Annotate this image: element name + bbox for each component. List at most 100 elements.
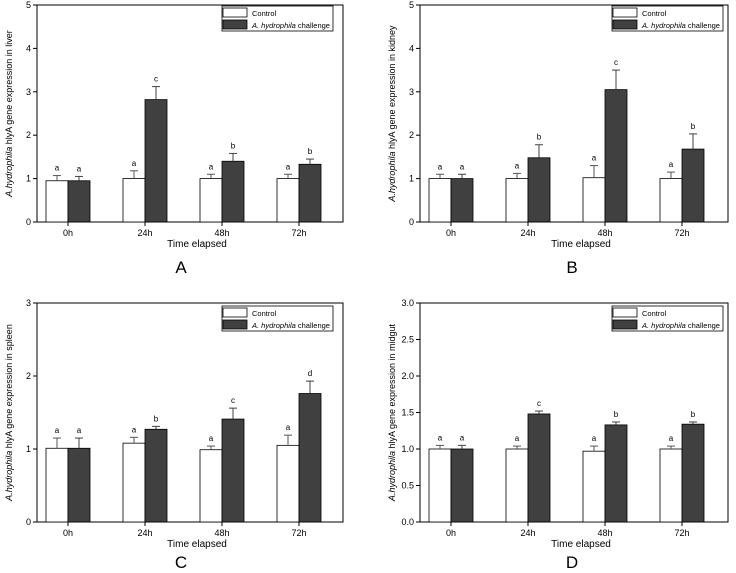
legend: Control A. hydrophila challenge — [611, 5, 724, 32]
x-tick-label: 72h — [674, 228, 689, 238]
y-axis-label-species: A.hydrophila — [387, 152, 397, 203]
chart-panel-c: 0 1 2 3 A.hydrophila hlyA gene expression in… — [4, 298, 344, 572]
significance-letter: b — [614, 410, 619, 419]
x-tick-label: 48h — [597, 528, 612, 538]
bar-control — [122, 442, 146, 523]
y-axis-label-text: hlyA gene expression in kidney — [387, 25, 397, 152]
y-tick-label: 2 — [409, 130, 414, 140]
significance-letter: a — [438, 433, 443, 442]
y-axis-label-text: hlyA gene expression in liver — [4, 30, 14, 147]
bar-control — [45, 180, 69, 223]
bar-challenge — [298, 163, 322, 223]
bar-control — [428, 178, 452, 223]
x-axis-label: Time elapsed — [167, 539, 227, 550]
y-tick-label: 0.0 — [401, 517, 414, 527]
significance-letter: a — [55, 426, 60, 435]
bar-challenge — [450, 178, 474, 223]
y-tick-label: 0 — [409, 217, 414, 227]
y-tick-label: 3 — [409, 87, 414, 97]
bar-control — [428, 448, 452, 523]
legend-label-control: Control — [642, 309, 667, 318]
bar-control — [659, 178, 683, 223]
y-axis-label-species: A.hydrophila — [387, 451, 397, 502]
y-tick-label: 0 — [26, 517, 31, 527]
bar-challenge — [681, 148, 705, 223]
x-tick-label: 0h — [446, 228, 456, 238]
panel-letter: D — [566, 553, 578, 572]
y-tick-label: 2 — [26, 371, 31, 381]
significance-letter: a — [286, 423, 291, 432]
significance-letter: a — [132, 159, 137, 168]
bar-control — [276, 444, 300, 523]
bar-challenge — [144, 428, 168, 523]
legend: Control A. hydrophila challenge — [221, 305, 334, 332]
y-tick-label: 1 — [26, 444, 31, 454]
bar-challenge — [298, 393, 322, 523]
significance-letter: a — [286, 162, 291, 171]
legend-challenge-text: challenge — [686, 321, 720, 330]
bar-challenge — [681, 423, 705, 523]
legend-challenge-text: challenge — [686, 21, 720, 30]
bar-control — [659, 448, 683, 523]
significance-letter: b — [308, 147, 313, 156]
bar-control — [122, 178, 146, 223]
panel-letter: A — [175, 258, 187, 277]
legend-label-control: Control — [252, 9, 277, 18]
x-axis-label: Time elapsed — [167, 239, 227, 250]
plot-frame — [36, 302, 344, 523]
y-tick-label: 1.0 — [401, 444, 414, 454]
significance-letter: a — [55, 164, 60, 173]
significance-letter: c — [537, 399, 541, 408]
significance-letter: a — [669, 434, 674, 443]
legend-label-challenge: A. hydrophila challenge — [251, 321, 330, 330]
legend-species: A. hydrophila — [251, 321, 296, 330]
x-axis-label: Time elapsed — [551, 239, 611, 250]
significance-letter: b — [231, 141, 236, 150]
y-tick-label: 5 — [409, 0, 414, 10]
y-tick-label: 1 — [409, 174, 414, 184]
legend-swatch-control — [222, 307, 248, 318]
bar-challenge — [144, 99, 168, 223]
legend-label-control: Control — [252, 309, 277, 318]
significance-letter: a — [132, 425, 137, 434]
y-tick-label: 3.0 — [401, 298, 414, 308]
legend-label-challenge: A. hydrophila challenge — [641, 21, 720, 30]
y-axis-label: A.hydrophila hlyA gene expression in spl… — [4, 324, 14, 502]
significance-letter: a — [515, 161, 520, 170]
y-tick-label: 3 — [26, 87, 31, 97]
legend-swatch-challenge — [222, 319, 248, 330]
bar-control — [199, 178, 223, 223]
plot-frame — [419, 4, 729, 223]
y-tick-label: 2 — [26, 130, 31, 140]
x-tick-label: 48h — [214, 228, 229, 238]
legend-species: A. hydrophila — [641, 21, 686, 30]
x-tick-label: 24h — [520, 528, 535, 538]
plot-frame — [36, 4, 344, 223]
significance-letter: a — [515, 434, 520, 443]
bar-control — [45, 447, 69, 523]
x-tick-label: 24h — [137, 528, 152, 538]
bar-control — [582, 177, 606, 223]
legend-swatch-challenge — [612, 19, 638, 30]
y-tick-label: 3 — [26, 298, 31, 308]
significance-letter: c — [614, 58, 618, 67]
y-tick-label: 2.0 — [401, 371, 414, 381]
y-tick-label: 4 — [26, 43, 31, 53]
bar-challenge — [450, 448, 474, 523]
x-tick-label: 24h — [520, 228, 535, 238]
significance-letter: a — [209, 434, 214, 443]
y-tick-label: 5 — [26, 0, 31, 10]
legend: Control A. hydrophila challenge — [221, 5, 334, 32]
significance-letter: b — [537, 133, 542, 142]
bar-challenge — [604, 424, 628, 523]
y-tick-label: 1 — [26, 174, 31, 184]
significance-letter: a — [77, 426, 82, 435]
significance-letter: c — [231, 396, 235, 405]
significance-letter: a — [209, 162, 214, 171]
y-tick-label: 0.5 — [401, 481, 414, 491]
legend-swatch-challenge — [222, 19, 248, 30]
bar-control — [505, 178, 529, 223]
y-axis-label-text: hlyA gene expression in midgut — [387, 323, 397, 451]
bar-challenge — [67, 447, 91, 523]
